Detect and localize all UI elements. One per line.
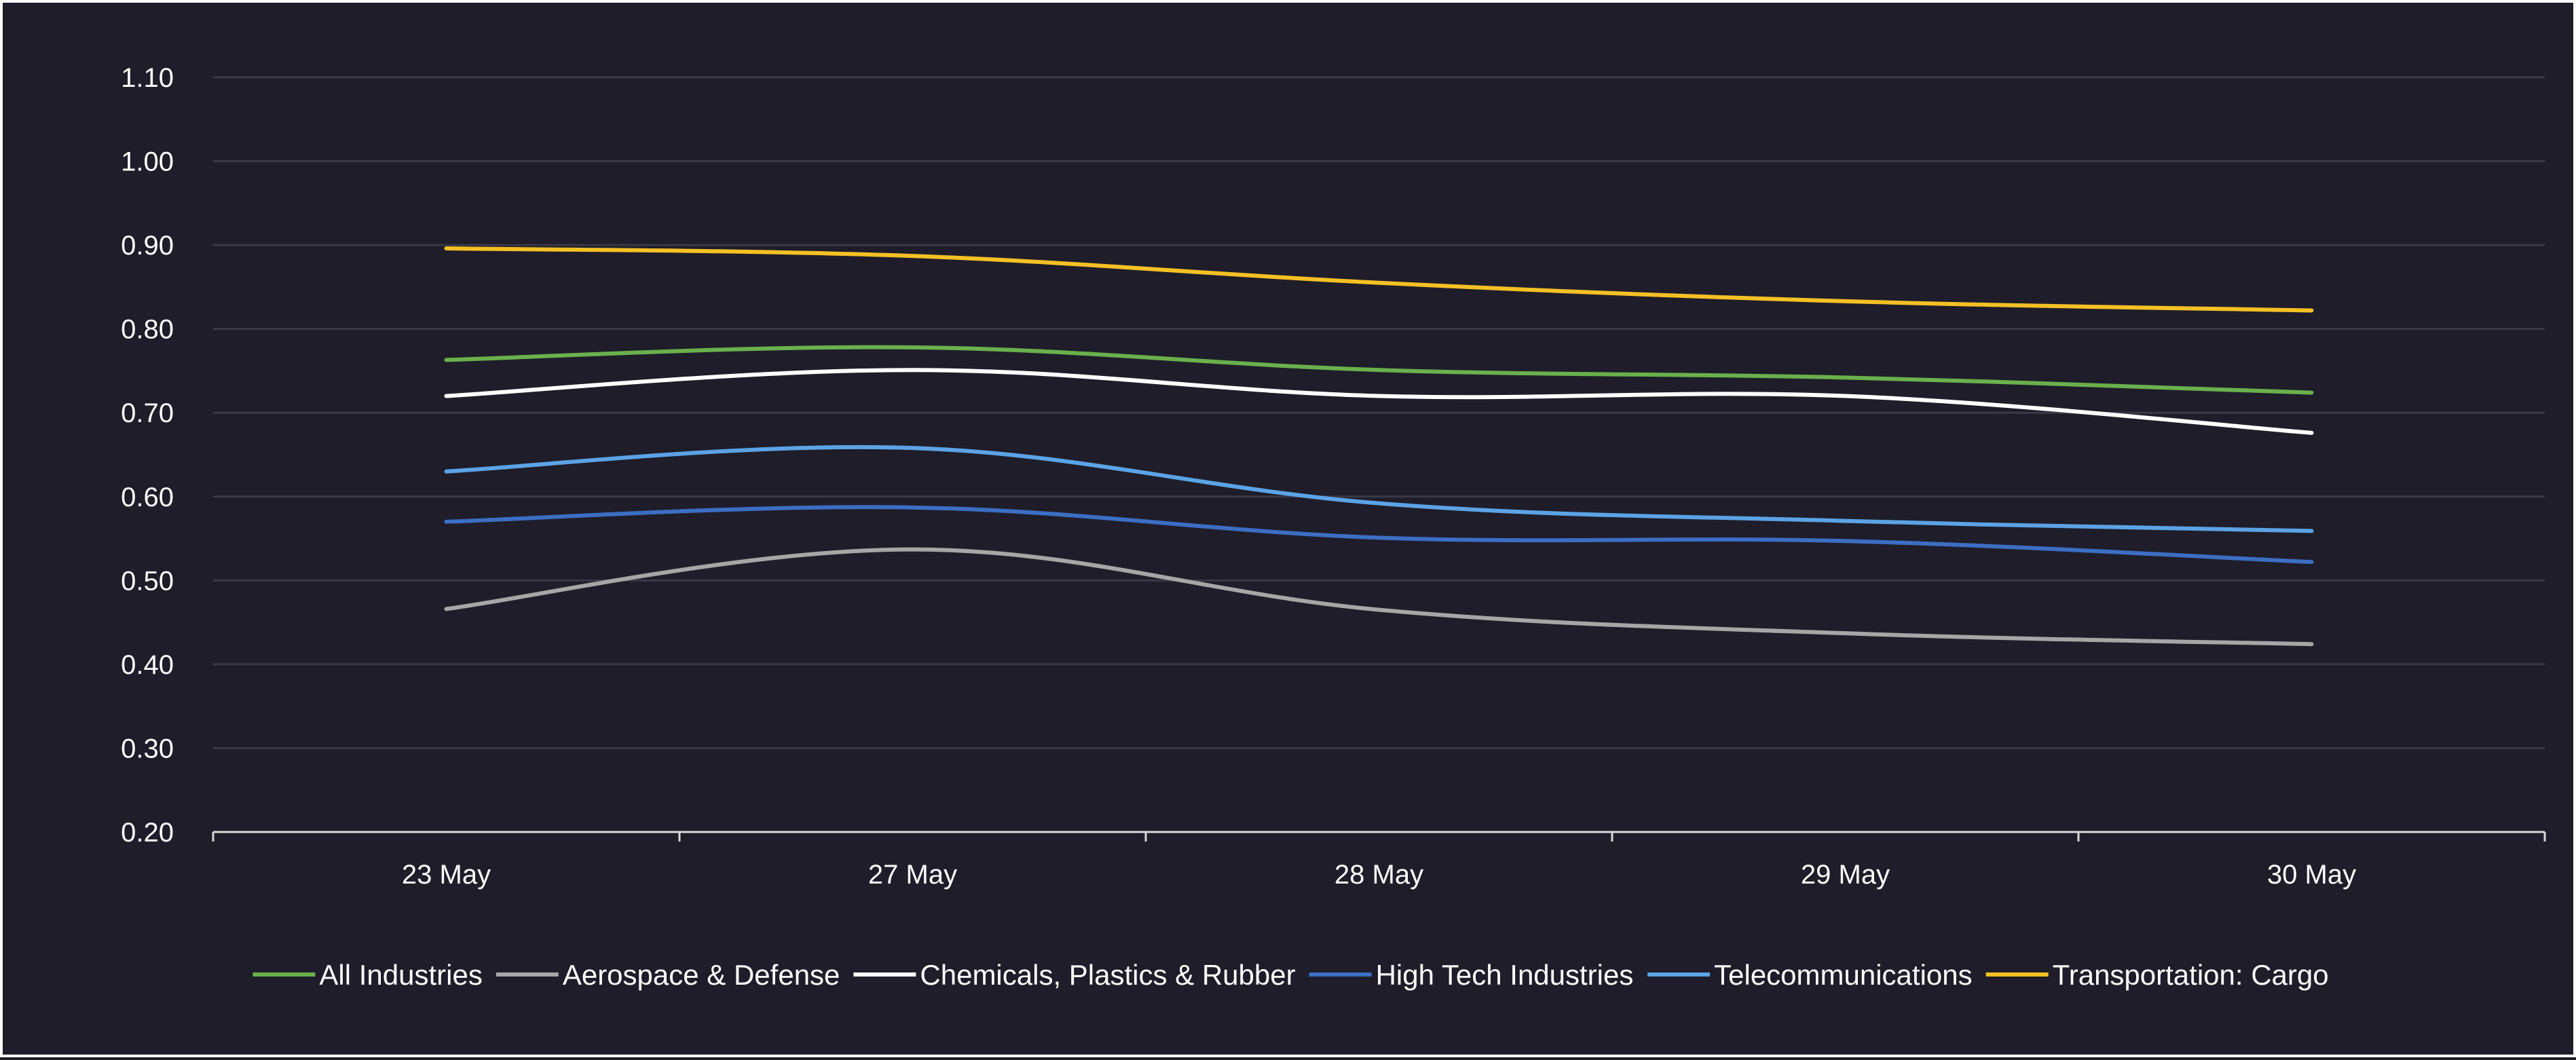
series-line-aerospace-defense: [444, 547, 2314, 647]
y-tick-label: 0.90: [121, 231, 174, 261]
x-tick-label: 27 May: [868, 860, 957, 890]
series-line-transportation-cargo: [444, 246, 2314, 313]
series-line-high-tech-industries: [444, 505, 2314, 565]
gridlines: [213, 76, 2545, 749]
y-tick-label: 0.30: [121, 734, 174, 763]
y-tick-label: 0.70: [121, 398, 174, 428]
y-tick-label: 0.80: [121, 315, 174, 345]
y-tick-label: 1.10: [121, 63, 174, 93]
legend-label-all-industries: All Industries: [319, 959, 482, 991]
y-tick-label: 1.00: [121, 147, 174, 177]
y-tick-label: 0.50: [121, 566, 174, 596]
series-line-all-industries: [444, 345, 2314, 395]
y-tick-label: 0.20: [121, 818, 174, 848]
series-line-chemicals-plastics-rubber: [444, 368, 2314, 435]
x-tick-label: 28 May: [1334, 860, 1423, 890]
series-lines: [444, 246, 2314, 647]
legend-label-chemicals-plastics-rubber: Chemicals, Plastics & Rubber: [920, 959, 1295, 991]
x-tick-label: 23 May: [402, 860, 491, 890]
line-chart: 0.20 0.30 0.40 0.50 0.60 0.70 0.80 0.90 1.00 1.10…: [121, 63, 2546, 991]
series-line-telecommunications: [444, 444, 2314, 533]
y-tick-label: 0.60: [121, 482, 174, 512]
y-tick-label: 0.40: [121, 650, 174, 680]
x-tick-label: 29 May: [1801, 860, 1890, 890]
legend-label-aerospace-defense: Aerospace & Defense: [563, 959, 840, 991]
legend-label-transportation-cargo: Transportation: Cargo: [2053, 959, 2329, 991]
legend: All Industries Aerospace & Defense Chemica…: [253, 959, 2329, 991]
x-tick-label: 30 May: [2267, 860, 2356, 890]
axes: 0.20 0.30 0.40 0.50 0.60 0.70 0.80 0.90 1.00 1.10…: [121, 63, 2546, 890]
legend-label-high-tech-industries: High Tech Industries: [1376, 959, 1634, 991]
legend-label-telecommunications: Telecommunications: [1714, 959, 1973, 991]
